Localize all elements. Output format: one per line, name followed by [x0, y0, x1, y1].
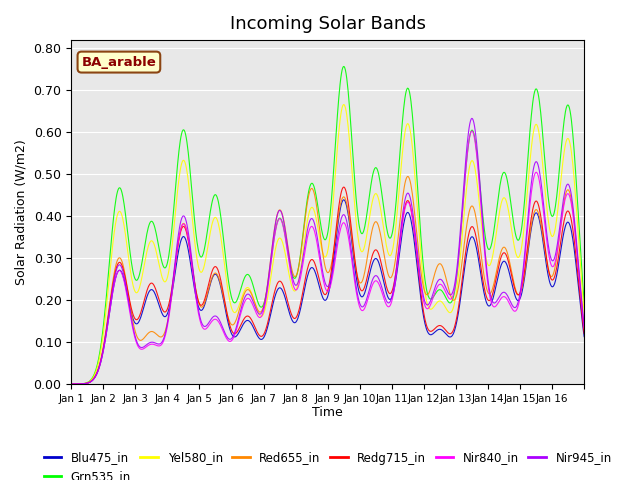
- Y-axis label: Solar Radiation (W/m2): Solar Radiation (W/m2): [15, 139, 28, 285]
- Text: BA_arable: BA_arable: [81, 56, 156, 69]
- Legend: Blu475_in, Grn535_in, Yel580_in, Red655_in, Redg715_in, Nir840_in, Nir945_in: Blu475_in, Grn535_in, Yel580_in, Red655_…: [39, 447, 616, 480]
- X-axis label: Time: Time: [312, 407, 343, 420]
- Title: Incoming Solar Bands: Incoming Solar Bands: [230, 15, 426, 33]
